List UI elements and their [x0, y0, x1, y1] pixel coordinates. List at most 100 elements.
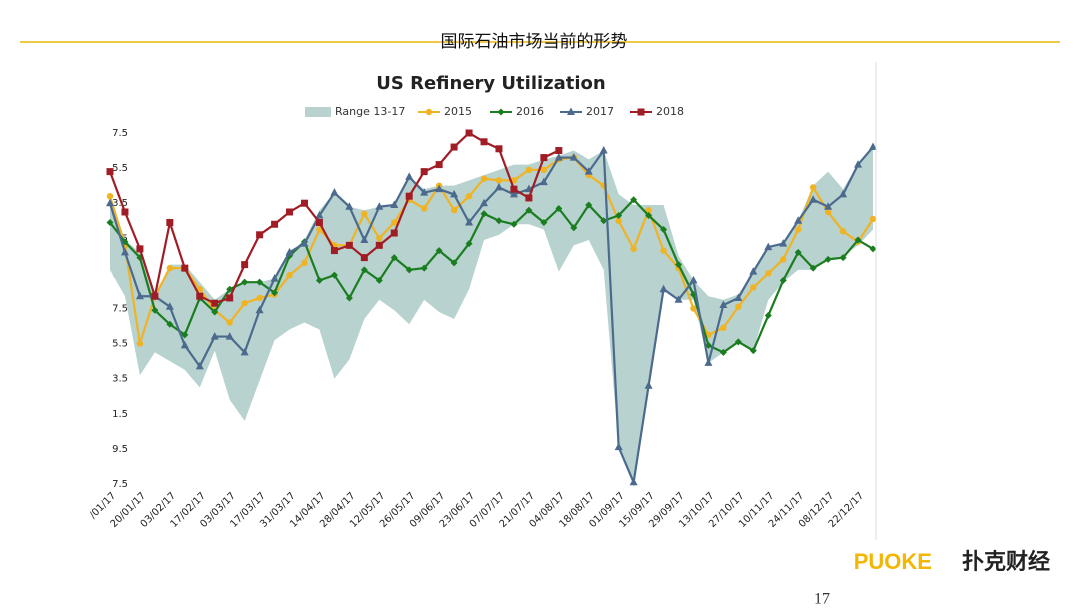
point	[181, 264, 189, 272]
point	[495, 217, 503, 225]
point	[794, 216, 803, 224]
point	[509, 189, 518, 198]
point	[480, 210, 488, 218]
point	[555, 204, 563, 212]
point	[256, 294, 263, 302]
point	[869, 245, 877, 253]
point	[630, 196, 638, 204]
point	[465, 192, 473, 200]
point	[256, 231, 264, 239]
point	[330, 188, 339, 196]
point	[390, 200, 399, 208]
point	[420, 264, 428, 272]
point	[360, 235, 369, 244]
logo-name: 扑克财经	[962, 549, 1050, 575]
point	[181, 331, 189, 339]
point	[106, 219, 114, 227]
point	[869, 215, 877, 223]
point	[630, 245, 637, 253]
point	[435, 161, 443, 169]
point	[226, 294, 234, 302]
point	[734, 338, 742, 346]
series-line	[108, 146, 874, 487]
y-tick-label: 5.5	[112, 163, 128, 174]
point	[555, 147, 563, 155]
y-tick-label: 3.5	[112, 198, 128, 209]
point	[270, 274, 279, 282]
point	[255, 305, 264, 314]
point	[420, 188, 429, 196]
point	[271, 289, 279, 297]
point	[599, 146, 608, 154]
y-tick-label: 7.5	[112, 304, 128, 315]
point	[390, 254, 398, 262]
point	[376, 235, 383, 242]
point	[839, 254, 847, 262]
slide-title: 国际石油市场当前的形势	[441, 32, 628, 52]
point	[241, 300, 248, 307]
point	[750, 284, 757, 291]
point	[360, 254, 368, 262]
legend-label: Range 13-17	[335, 105, 405, 118]
point	[569, 153, 578, 161]
point	[121, 208, 129, 216]
point	[135, 291, 144, 300]
point	[196, 285, 203, 293]
point	[435, 247, 443, 255]
point	[315, 210, 324, 219]
point	[645, 207, 652, 214]
point	[420, 168, 428, 176]
point	[450, 259, 458, 267]
point	[241, 278, 249, 286]
y-tick-label: 9.5	[112, 444, 128, 455]
point	[480, 138, 488, 146]
point	[809, 184, 817, 191]
point	[854, 160, 863, 168]
point	[165, 302, 174, 310]
point	[210, 332, 219, 340]
point	[240, 347, 249, 356]
point	[629, 477, 638, 486]
point	[525, 166, 533, 174]
legend-marker	[637, 108, 645, 116]
point	[659, 284, 668, 293]
y-tick-label: 5.5	[112, 339, 128, 350]
point	[719, 300, 728, 308]
point	[211, 308, 219, 316]
point	[824, 255, 832, 263]
point	[450, 189, 459, 198]
point	[360, 266, 368, 274]
point	[166, 320, 174, 328]
y-tick-label: 1.5	[112, 409, 128, 420]
point	[136, 254, 144, 262]
point	[300, 239, 309, 247]
point	[809, 195, 818, 203]
point	[720, 324, 727, 332]
point	[180, 340, 189, 349]
point	[196, 292, 204, 300]
point	[690, 305, 697, 312]
point	[405, 172, 414, 180]
point	[765, 270, 772, 277]
legend-marker	[497, 108, 505, 116]
point	[106, 198, 114, 207]
point	[405, 192, 413, 200]
point	[824, 202, 833, 210]
point	[136, 340, 144, 347]
legend-marker	[425, 108, 433, 116]
point	[660, 226, 668, 234]
point	[869, 142, 877, 151]
legend-label: 2018	[656, 105, 684, 118]
point	[405, 266, 413, 274]
point	[794, 226, 802, 233]
point	[480, 198, 489, 207]
point	[570, 224, 578, 232]
point	[375, 241, 383, 249]
point	[345, 294, 353, 302]
point	[764, 312, 772, 320]
point	[120, 247, 129, 256]
y-tick-label: 3.5	[112, 374, 128, 385]
point	[779, 239, 788, 247]
point	[675, 261, 683, 269]
